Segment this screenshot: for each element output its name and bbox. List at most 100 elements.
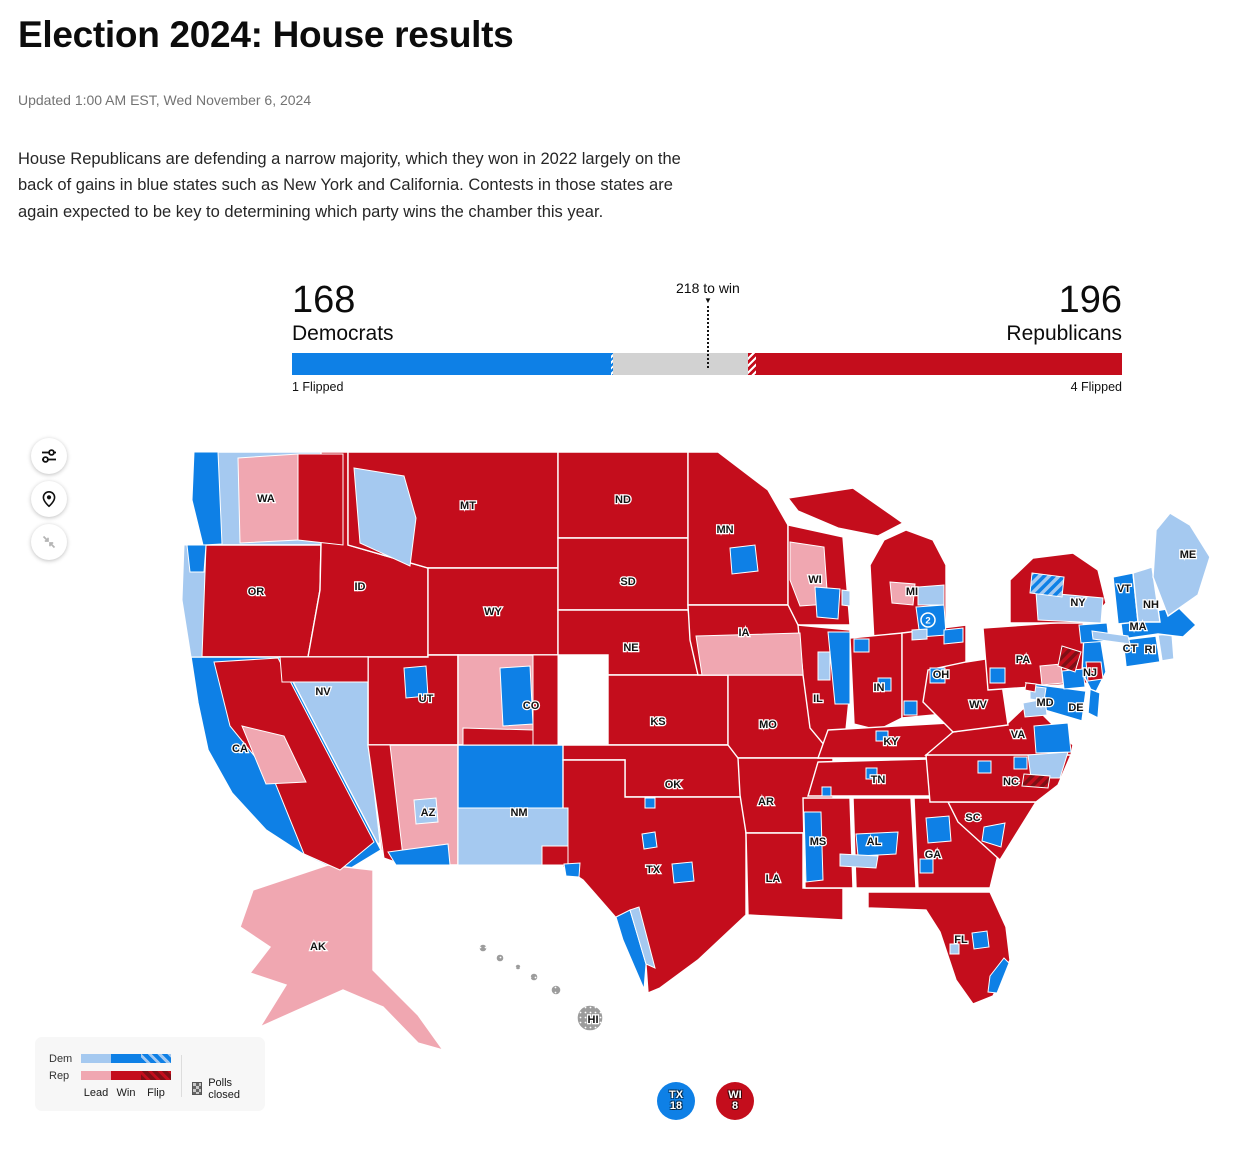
district-patches — [181, 451, 1131, 994]
state-KS[interactable] — [607, 674, 729, 746]
state-label-NC: NC — [1003, 776, 1019, 788]
map-controls — [31, 438, 67, 561]
state-label-ND: ND — [615, 494, 631, 506]
state-label-NE: NE — [623, 642, 638, 654]
balance-of-power: 168 Democrats 196 Republicans 218 to win… — [292, 279, 1122, 395]
majority-label: 218 to win — [676, 280, 740, 297]
state-HI[interactable] — [478, 943, 488, 953]
state-HI[interactable] — [576, 1004, 604, 1032]
map-section: WA OR CA NV ID MT WY UT CO AZ NM TX OK KS NE SD ND MN IA MO… — [0, 438, 1253, 1140]
state-label-MD: MD — [1036, 697, 1053, 709]
state-label-NH: NH — [1143, 599, 1159, 611]
legend-dem-strip — [81, 1054, 171, 1064]
dem-flipped-label: 1 Flipped — [292, 380, 344, 395]
legend-dem-label: Dem — [49, 1052, 73, 1065]
state-label-MS: MS — [810, 836, 827, 848]
majority-dotted-line — [706, 306, 709, 369]
state-DE[interactable] — [1087, 688, 1101, 720]
state-label-AZ: AZ — [421, 807, 436, 819]
state-label-TN: TN — [871, 774, 886, 786]
map-location-button[interactable] — [31, 481, 67, 518]
state-ME[interactable] — [1152, 512, 1211, 618]
state-HI[interactable] — [495, 953, 505, 963]
page-title: Election 2024: House results — [18, 14, 514, 55]
map-legend: Dem Rep Lead — [35, 1037, 265, 1112]
state-label-WI: WI — [808, 574, 821, 586]
map-settings-button[interactable] — [31, 438, 67, 475]
seat-bar-rep-flip — [748, 353, 756, 376]
state-label-SC: SC — [965, 812, 980, 824]
state-label-ME: ME — [1180, 549, 1197, 561]
state-TX[interactable] — [562, 759, 747, 995]
seat-bar-rep-win — [755, 353, 1122, 376]
state-SD[interactable] — [557, 537, 689, 611]
state-label-FL: FL — [954, 934, 968, 946]
state-IN[interactable] — [849, 632, 903, 731]
legend-dem-flip-swatch — [141, 1054, 171, 1064]
dem-seat-count: 168 — [292, 279, 356, 322]
legend-dem-lead-swatch — [81, 1054, 111, 1064]
rep-total: 196 Republicans — [1006, 280, 1122, 346]
seat-bar-undecided — [612, 353, 749, 376]
state-label-CA: CA — [232, 743, 248, 755]
polls-closed-label: Polls closed — [208, 1076, 240, 1101]
state-AK[interactable] — [239, 864, 445, 1052]
dem-total: 168 Democrats — [292, 279, 394, 346]
state-HI[interactable] — [529, 972, 539, 982]
legend-rep-lead-swatch — [81, 1071, 111, 1081]
state-label-OH: OH — [933, 669, 950, 681]
callout-TX-18[interactable]: TX 18 — [657, 1082, 695, 1121]
state-label-IA: IA — [739, 627, 750, 639]
district-callouts: TX 18 WI 8 — [657, 1082, 754, 1121]
state-label-NJ: NJ — [1083, 667, 1097, 679]
state-label-MN: MN — [716, 524, 733, 536]
callout-WI-8[interactable]: WI 8 — [716, 1082, 754, 1121]
state-CT[interactable] — [1122, 635, 1161, 668]
state-label-WV: WV — [969, 699, 987, 711]
dem-party-label: Democrats — [292, 322, 394, 346]
state-label-SD: SD — [620, 576, 635, 588]
state-NH[interactable] — [1132, 566, 1161, 623]
state-label-DE: DE — [1068, 702, 1083, 714]
legend-rep-win-swatch — [111, 1071, 141, 1081]
state-label-MI: MI — [906, 586, 918, 598]
state-MI-up[interactable] — [786, 487, 905, 537]
state-label-CT: CT — [1123, 643, 1138, 655]
intro-paragraph: House Republicans are defending a narrow… — [18, 150, 681, 221]
cluster-marker[interactable]: 2 — [920, 612, 936, 628]
state-labels: WA OR CA NV ID MT WY UT CO AZ NM TX OK KS NE SD ND MN IA MO… — [231, 492, 1198, 1028]
state-label-IL: IL — [813, 693, 823, 705]
state-label-TX: TX — [646, 864, 661, 876]
sliders-icon — [42, 449, 56, 463]
legend-col-flip: Flip — [147, 1086, 165, 1099]
state-MN[interactable] — [687, 451, 789, 606]
state-label-ID: ID — [355, 581, 366, 593]
state-label-MA: MA — [1129, 621, 1146, 633]
state-label-HI: HI — [588, 1014, 599, 1026]
state-label-CO: CO — [523, 700, 540, 712]
state-label-IN: IN — [874, 682, 885, 694]
legend-col-lead: Lead — [83, 1086, 109, 1099]
state-RI[interactable] — [1157, 632, 1175, 662]
legend-col-win: Win — [116, 1086, 136, 1099]
polls-closed-swatch — [191, 1082, 203, 1096]
state-label-OR: OR — [248, 586, 265, 598]
state-label-OK: OK — [665, 779, 682, 791]
state-label-VA: VA — [1011, 729, 1026, 741]
state-label-PA: PA — [1016, 654, 1031, 666]
state-FL[interactable] — [867, 891, 1011, 1005]
state-HI[interactable] — [550, 984, 562, 996]
state-label-GA: GA — [925, 849, 942, 861]
state-HI[interactable] — [514, 963, 522, 971]
state-label-NM: NM — [510, 807, 527, 819]
legend-divider — [181, 1054, 182, 1097]
state-label-AL: AL — [867, 836, 882, 848]
svg-text:2: 2 — [925, 616, 930, 627]
map-collapse-button[interactable] — [31, 524, 67, 561]
rep-party-label: Republicans — [1006, 322, 1122, 346]
seat-bar-dem-win — [292, 353, 611, 376]
state-label-WA: WA — [257, 493, 275, 505]
legend-dem-win-swatch — [111, 1054, 141, 1064]
state-label-AK: AK — [310, 941, 326, 953]
